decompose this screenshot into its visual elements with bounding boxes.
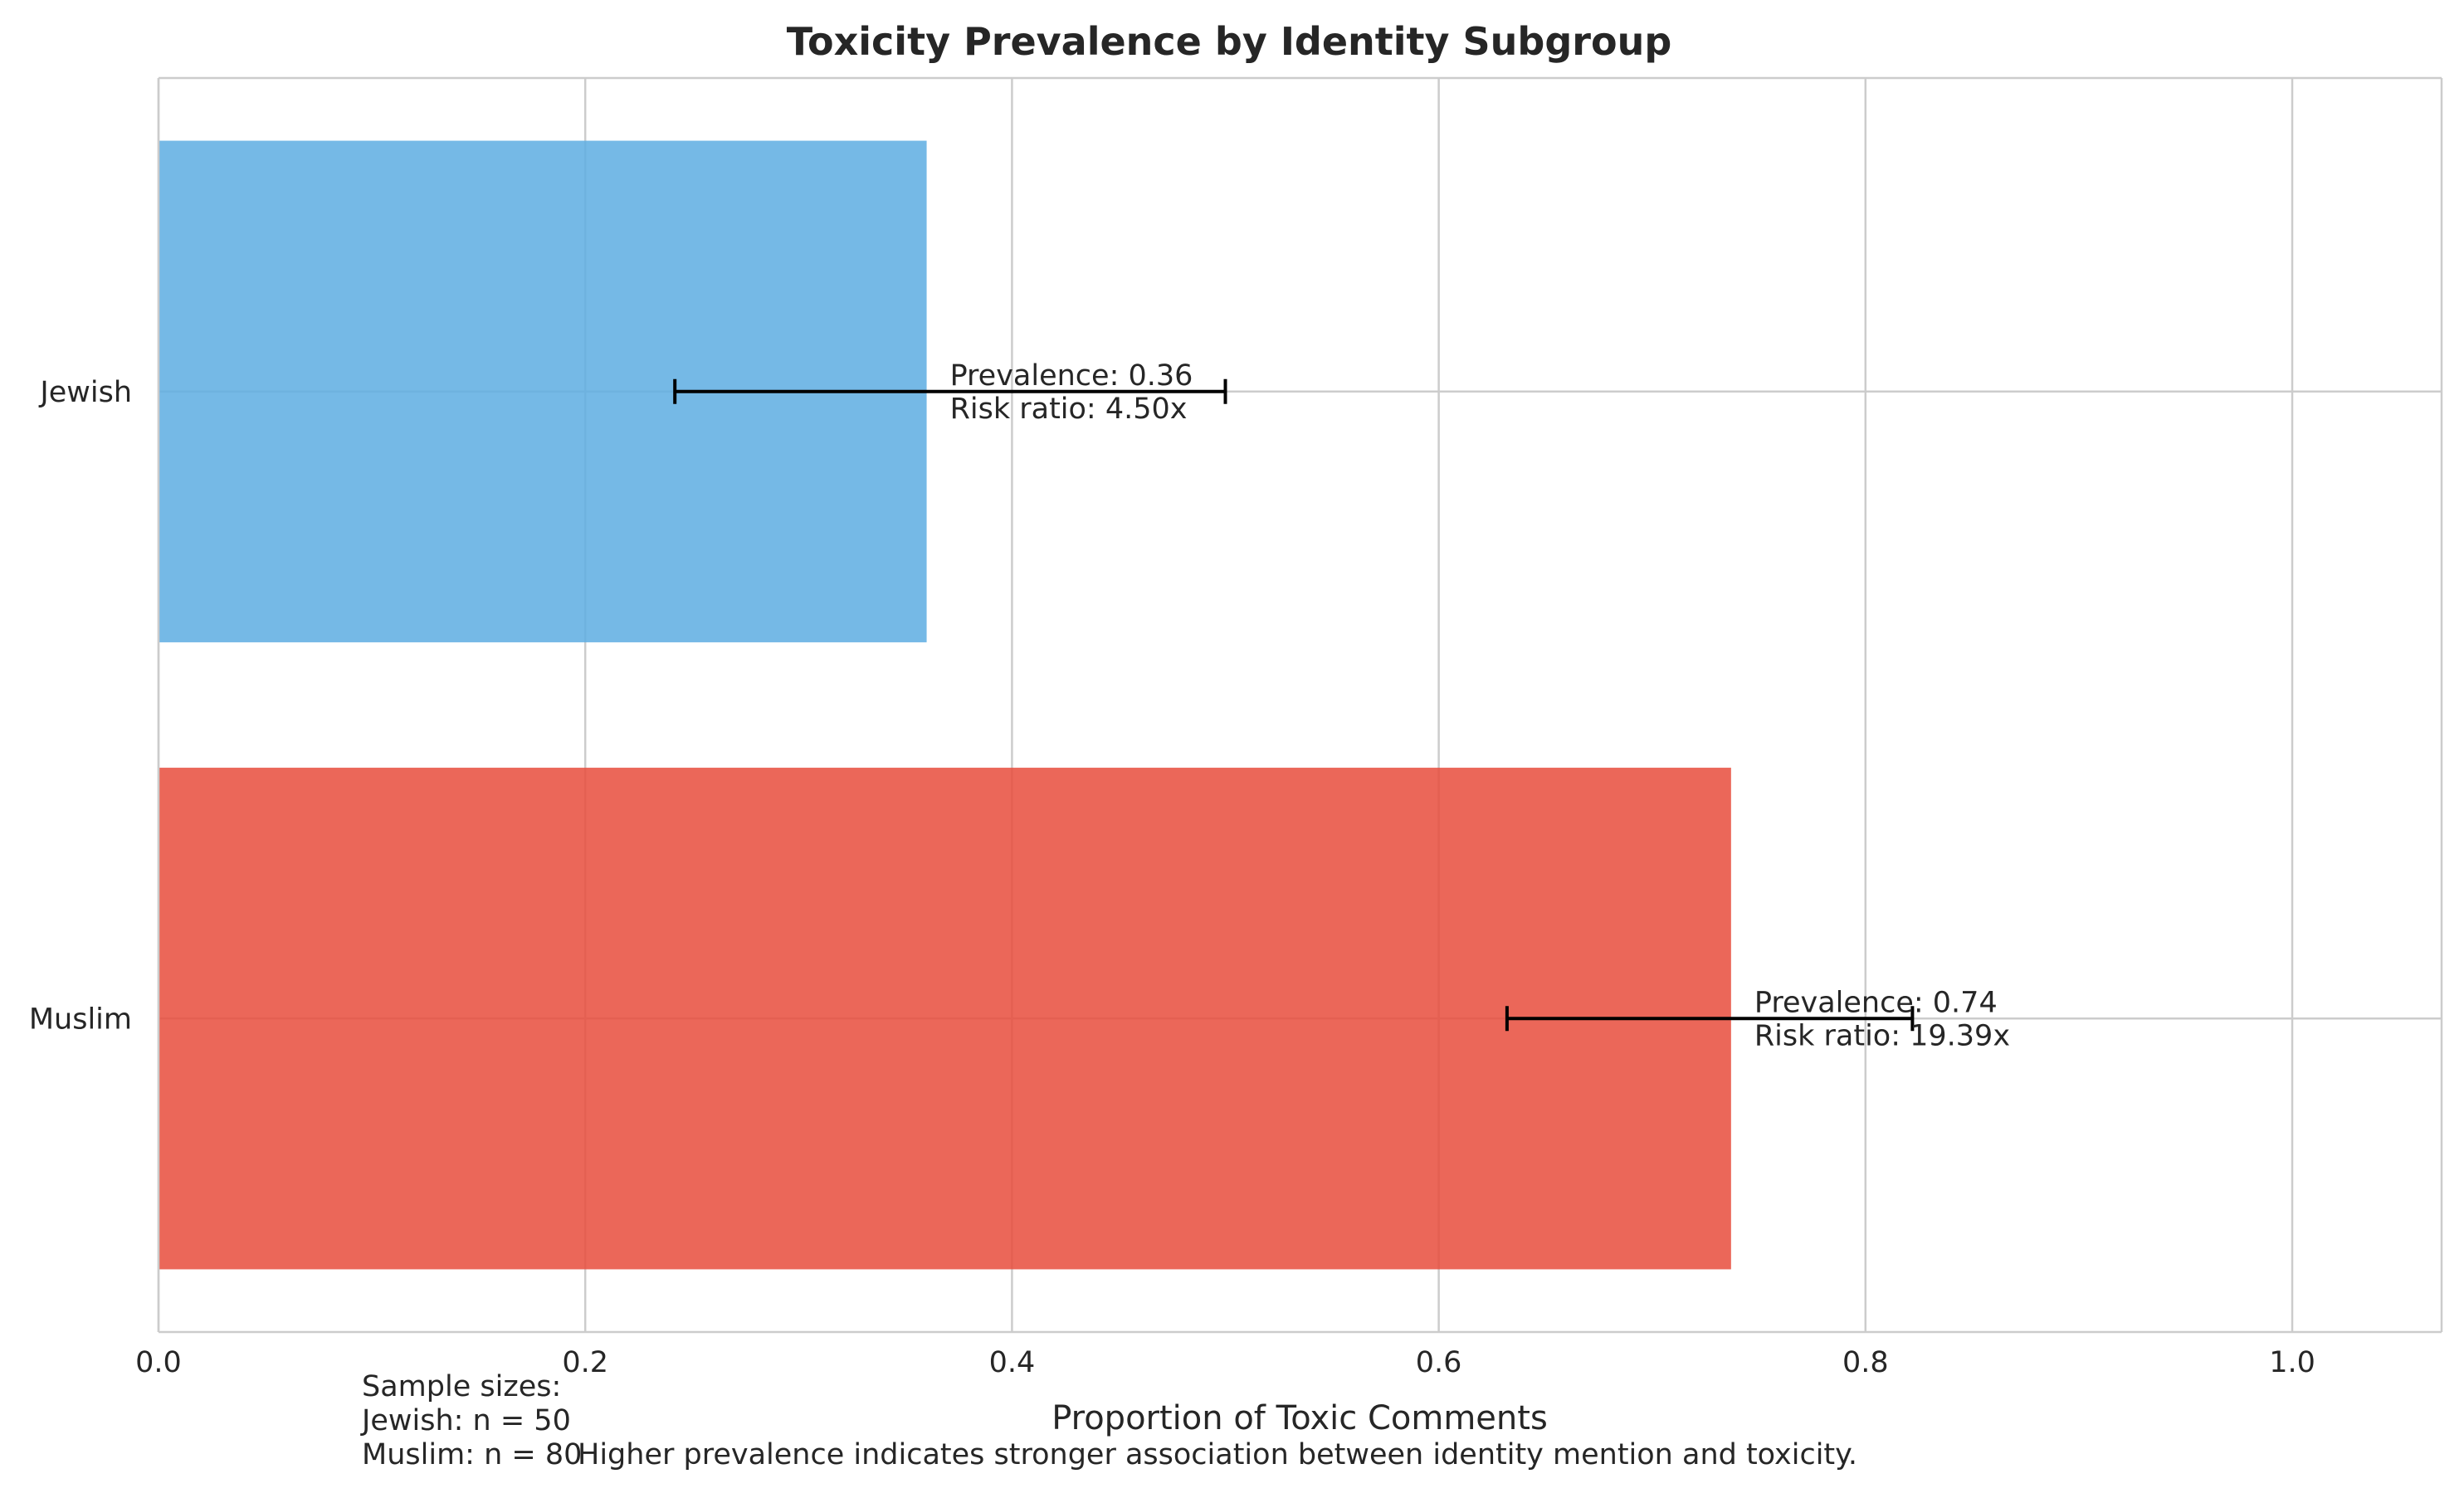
sample-sizes-header: Sample sizes: [362, 1370, 561, 1403]
prevalence-label-1: Prevalence: 0.74 [1754, 986, 1998, 1019]
axes-frame [157, 76, 2443, 1334]
y-tick-label-muslim: Muslim [29, 1003, 132, 1036]
x-ticks: 0.0 0.2 0.4 0.6 0.8 1.0 [135, 1346, 2315, 1379]
risk-ratio-label-1: Risk ratio: 19.39x [1754, 1019, 2010, 1052]
x-tick-label-1: 0.2 [562, 1346, 608, 1379]
x-tick-label-0: 0.0 [135, 1346, 182, 1379]
interpretation-note: Higher prevalence indicates stronger ass… [578, 1438, 1857, 1471]
x-tick-label-3: 0.6 [1416, 1346, 1462, 1379]
error-bars [673, 378, 1915, 1032]
sample-size-muslim: Muslim: n = 80 [362, 1438, 582, 1471]
bar-muslim [159, 768, 1731, 1270]
x-axis-label: Proportion of Toxic Comments [1051, 1399, 1548, 1437]
y-tick-label-jewish: Jewish [38, 376, 132, 409]
risk-ratio-label-0: Risk ratio: 4.50x [950, 393, 1188, 426]
x-tick-label-4: 0.8 [1842, 1346, 1889, 1379]
sample-size-jewish: Jewish: n = 50 [360, 1404, 571, 1437]
y-ticks: Jewish Muslim [29, 376, 132, 1037]
chart-title: Toxicity Prevalence by Identity Subgroup [787, 19, 1672, 64]
x-tick-label-2: 0.4 [989, 1346, 1036, 1379]
x-tick-label-5: 1.0 [2269, 1346, 2315, 1379]
prevalence-label-0: Prevalence: 0.36 [950, 359, 1193, 393]
